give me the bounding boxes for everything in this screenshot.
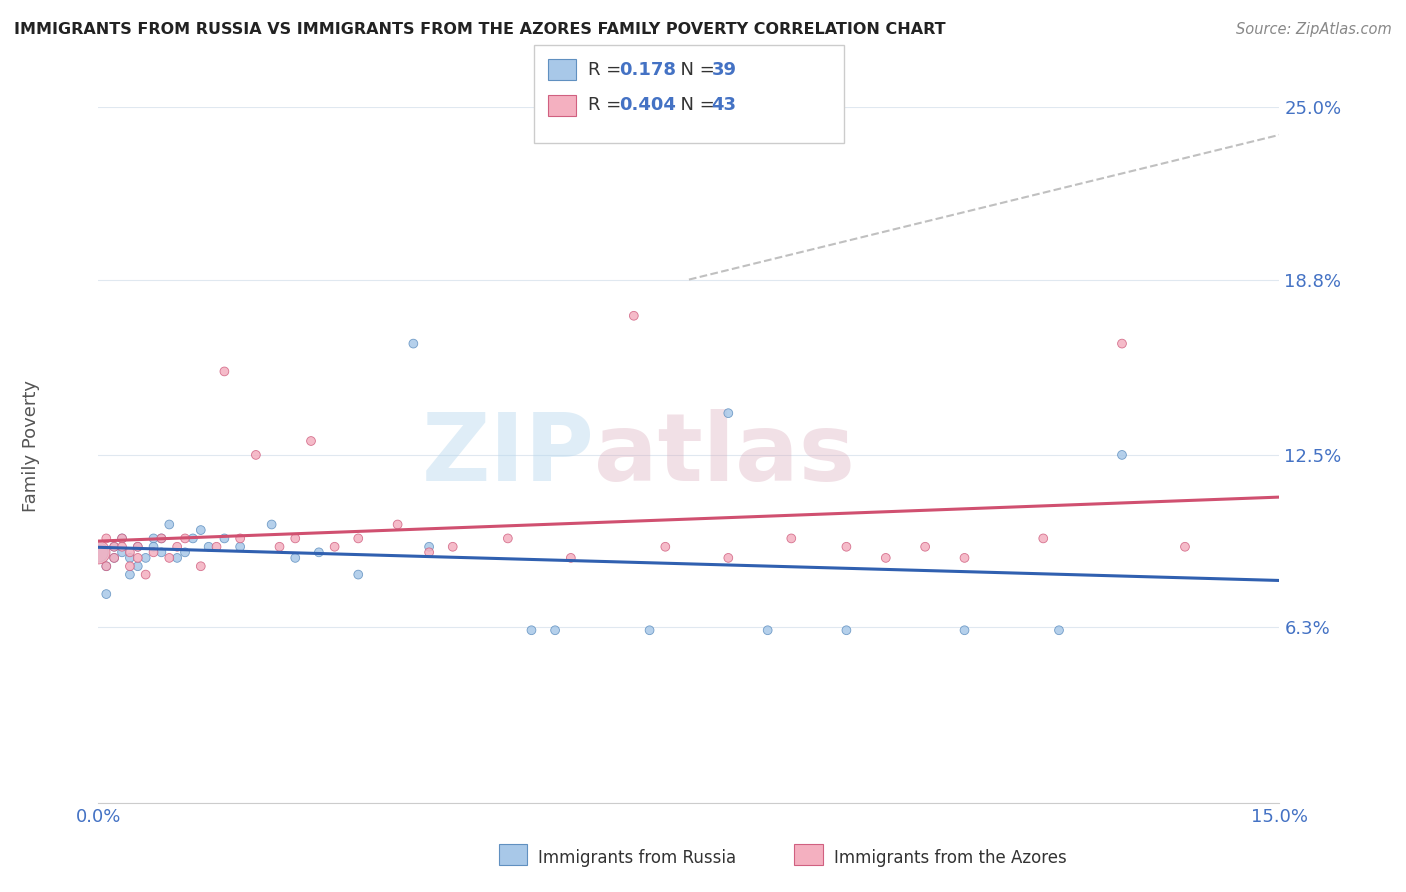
Point xyxy=(96,532,118,546)
Point xyxy=(496,532,519,546)
Point xyxy=(190,559,212,574)
Point xyxy=(418,540,440,554)
Point xyxy=(118,567,141,582)
Point xyxy=(284,550,307,565)
Point xyxy=(245,448,267,462)
Point xyxy=(323,540,346,554)
Point xyxy=(544,624,567,638)
Point xyxy=(127,540,149,554)
Point xyxy=(229,532,252,546)
Point xyxy=(118,545,141,559)
Point xyxy=(1111,448,1133,462)
Point xyxy=(111,532,134,546)
Point xyxy=(308,545,330,559)
Text: 0.178: 0.178 xyxy=(619,61,676,78)
Point xyxy=(299,434,322,448)
Point xyxy=(953,624,976,638)
Point xyxy=(1174,540,1197,554)
Point xyxy=(780,532,803,546)
Text: ZIP: ZIP xyxy=(422,409,595,501)
Point xyxy=(157,550,180,565)
Point xyxy=(181,532,204,546)
Point xyxy=(875,550,897,565)
Point xyxy=(654,540,676,554)
Point xyxy=(835,540,858,554)
Point xyxy=(127,559,149,574)
Point xyxy=(103,540,125,554)
Point xyxy=(103,540,125,554)
Point xyxy=(214,364,236,378)
Point xyxy=(103,550,125,565)
Point xyxy=(1047,624,1070,638)
Point xyxy=(111,545,134,559)
Point xyxy=(111,532,134,546)
Point xyxy=(135,567,157,582)
Point xyxy=(87,545,110,559)
Text: 43: 43 xyxy=(711,96,737,114)
Text: R =: R = xyxy=(588,61,627,78)
Point xyxy=(214,532,236,546)
Text: atlas: atlas xyxy=(595,409,855,501)
Point xyxy=(205,540,228,554)
Text: Family Poverty: Family Poverty xyxy=(22,380,39,512)
Point xyxy=(142,545,165,559)
Point xyxy=(190,523,212,537)
Point xyxy=(623,309,645,323)
Text: 0.404: 0.404 xyxy=(619,96,675,114)
Text: IMMIGRANTS FROM RUSSIA VS IMMIGRANTS FROM THE AZORES FAMILY POVERTY CORRELATION : IMMIGRANTS FROM RUSSIA VS IMMIGRANTS FRO… xyxy=(14,22,946,37)
Point xyxy=(717,550,740,565)
Point xyxy=(135,550,157,565)
Point xyxy=(87,545,110,559)
Point xyxy=(229,540,252,554)
Point xyxy=(96,587,118,601)
Point xyxy=(441,540,464,554)
Point xyxy=(638,624,661,638)
Point xyxy=(387,517,409,532)
Text: N =: N = xyxy=(669,61,721,78)
Point xyxy=(118,550,141,565)
Point xyxy=(914,540,936,554)
Point xyxy=(157,517,180,532)
Point xyxy=(520,624,543,638)
Point xyxy=(835,624,858,638)
Point xyxy=(103,550,125,565)
Point xyxy=(269,540,291,554)
Point xyxy=(111,540,134,554)
Point xyxy=(150,532,173,546)
Point xyxy=(284,532,307,546)
Point xyxy=(166,540,188,554)
Point xyxy=(96,559,118,574)
Text: N =: N = xyxy=(669,96,721,114)
Point xyxy=(260,517,283,532)
Point xyxy=(150,532,173,546)
Point xyxy=(142,540,165,554)
Point xyxy=(402,336,425,351)
Point xyxy=(118,559,141,574)
Text: 39: 39 xyxy=(711,61,737,78)
Point xyxy=(1032,532,1054,546)
Point xyxy=(418,545,440,559)
Point xyxy=(347,567,370,582)
Point xyxy=(127,550,149,565)
Point xyxy=(953,550,976,565)
Point xyxy=(174,545,197,559)
Point xyxy=(174,532,197,546)
Text: Source: ZipAtlas.com: Source: ZipAtlas.com xyxy=(1236,22,1392,37)
Point xyxy=(347,532,370,546)
Point xyxy=(166,550,188,565)
Point xyxy=(127,540,149,554)
Point xyxy=(197,540,219,554)
Text: R =: R = xyxy=(588,96,627,114)
Text: Immigrants from Russia: Immigrants from Russia xyxy=(538,849,737,867)
Point xyxy=(1111,336,1133,351)
Point xyxy=(756,624,779,638)
Point xyxy=(717,406,740,420)
Point xyxy=(96,559,118,574)
Point xyxy=(560,550,582,565)
Point xyxy=(150,545,173,559)
Text: Immigrants from the Azores: Immigrants from the Azores xyxy=(834,849,1067,867)
Point xyxy=(142,532,165,546)
